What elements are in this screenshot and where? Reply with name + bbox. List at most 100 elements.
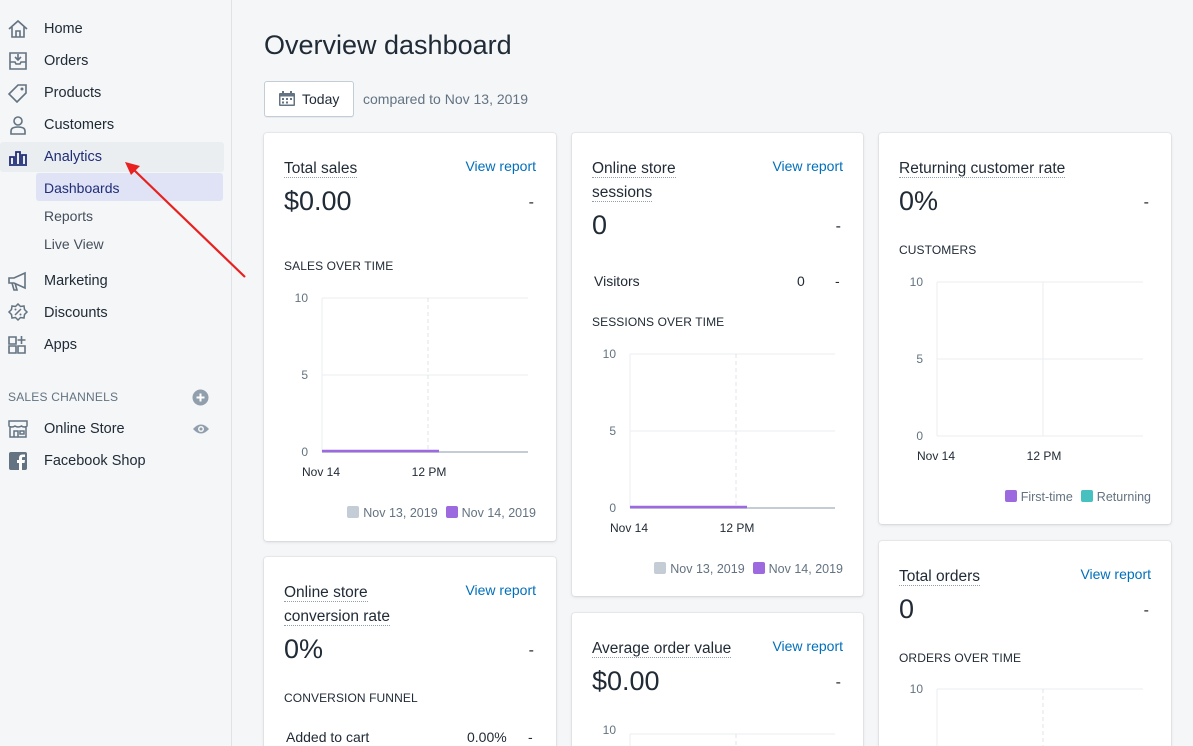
nav-products[interactable]: Products xyxy=(0,78,224,108)
customers-chart: 10 5 0 Nov 14 12 PM xyxy=(910,275,1143,463)
aov-change: - xyxy=(835,674,841,691)
x-tick-mid: 12 PM xyxy=(412,465,447,479)
sales-chart: 10 5 0 Nov 14 12 PM xyxy=(295,291,528,479)
sidebar: Home Orders Products Customers Analytics… xyxy=(0,0,232,746)
nav-apps-label: Apps xyxy=(44,337,78,353)
conversion-view-report[interactable]: View report xyxy=(465,582,536,598)
nav-reports-label: Reports xyxy=(44,208,94,224)
y-tick-10: 10 xyxy=(910,682,924,696)
sales-channels-heading: SALES CHANNELS xyxy=(8,390,119,404)
total-sales-value: $0.00 xyxy=(284,186,352,216)
nav-products-label: Products xyxy=(44,85,102,101)
nav-discounts-label: Discounts xyxy=(44,305,108,321)
add-channel-icon[interactable] xyxy=(192,389,209,406)
y-tick-10: 10 xyxy=(295,291,309,305)
visitors-value: 0 xyxy=(797,273,805,289)
calendar-icon xyxy=(279,91,295,106)
apps-icon xyxy=(8,336,26,354)
nav-online-store[interactable]: Online Store xyxy=(0,414,224,444)
aov-title: Average order value xyxy=(592,640,732,658)
sessions-change: - xyxy=(835,218,841,235)
analytics-icon xyxy=(9,151,27,166)
nav-customers[interactable]: Customers xyxy=(0,110,224,140)
nav-live-view[interactable]: Live View xyxy=(36,229,223,257)
nav-facebook-shop[interactable]: Facebook Shop xyxy=(0,446,224,476)
customers-label: CUSTOMERS xyxy=(899,243,977,257)
returning-value: 0% xyxy=(899,186,939,216)
aov-card: Average order value View report $0.00 - … xyxy=(572,613,863,746)
tag-icon xyxy=(7,84,27,103)
nav-apps[interactable]: Apps xyxy=(0,330,224,360)
megaphone-icon xyxy=(8,271,26,291)
conversion-rate-card: Online store conversion rate View report … xyxy=(264,557,556,746)
conversion-title: Online store conversion rate xyxy=(284,584,390,626)
x-tick-start: Nov 14 xyxy=(302,465,340,479)
nav-online-store-label: Online Store xyxy=(44,421,125,437)
sessions-chart: 10 5 0 Nov 14 12 PM xyxy=(603,347,835,535)
date-range-button[interactable]: Today xyxy=(264,81,354,117)
aov-chart: 10 xyxy=(603,723,835,746)
nav-analytics-label: Analytics xyxy=(44,149,103,165)
y-tick-10: 10 xyxy=(910,275,924,289)
returning-customer-card: Returning customer rate 0% - CUSTOMERS 1… xyxy=(879,133,1171,524)
nav-home-label: Home xyxy=(44,21,83,37)
nav-analytics[interactable]: Analytics xyxy=(0,142,224,172)
sales-over-time-label: SALES OVER TIME xyxy=(284,259,394,273)
page-title: Overview dashboard xyxy=(264,30,512,60)
orders-chart: 10 xyxy=(910,682,1143,746)
nav-home[interactable]: Home xyxy=(0,14,224,44)
returning-change: - xyxy=(1143,194,1149,211)
conversion-change: - xyxy=(528,642,534,659)
total-orders-change: - xyxy=(1143,602,1149,619)
sessions-card: Online store sessions View report 0 - Vis… xyxy=(572,133,863,596)
total-sales-view-report[interactable]: View report xyxy=(465,158,536,174)
sessions-view-report[interactable]: View report xyxy=(772,158,843,174)
conversion-value: 0% xyxy=(284,634,324,664)
legend-curr: Nov 14, 2019 xyxy=(752,562,843,576)
home-icon xyxy=(8,19,28,38)
total-orders-value: 0 xyxy=(899,594,915,624)
y-tick-10: 10 xyxy=(603,723,617,737)
y-tick-0: 0 xyxy=(916,429,923,443)
added-to-cart-change: - xyxy=(528,729,533,745)
visitors-label: Visitors xyxy=(594,273,640,289)
orders-over-time-label: ORDERS OVER TIME xyxy=(899,651,1022,665)
orders-icon xyxy=(9,52,27,70)
sales-legend: Nov 13, 2019 Nov 14, 2019 xyxy=(347,506,536,520)
added-to-cart-label: Added to cart xyxy=(286,729,370,745)
customer-icon xyxy=(10,116,26,135)
legend-returning: Returning xyxy=(1080,490,1151,504)
y-tick-0: 0 xyxy=(301,445,308,459)
nav-discounts[interactable]: Discounts xyxy=(0,298,224,328)
total-sales-change: - xyxy=(528,194,534,211)
nav-marketing[interactable]: Marketing xyxy=(0,266,224,296)
legend-prev: Nov 13, 2019 xyxy=(654,562,745,576)
nav-dashboards[interactable]: Dashboards xyxy=(36,173,223,201)
discount-icon xyxy=(7,303,29,322)
aov-value: $0.00 xyxy=(592,666,660,696)
nav-orders[interactable]: Orders xyxy=(0,46,224,76)
sessions-over-time-label: SESSIONS OVER TIME xyxy=(592,315,725,329)
y-tick-5: 5 xyxy=(609,424,616,438)
nav-orders-label: Orders xyxy=(44,53,89,69)
y-tick-0: 0 xyxy=(609,501,616,515)
x-tick-mid: 12 PM xyxy=(720,521,755,535)
x-tick-start: Nov 14 xyxy=(917,449,955,463)
aov-view-report[interactable]: View report xyxy=(772,638,843,654)
added-to-cart-value: 0.00% xyxy=(467,729,507,745)
eye-icon[interactable] xyxy=(192,421,210,437)
conversion-funnel-label: CONVERSION FUNNEL xyxy=(284,691,418,705)
compare-text: compared to Nov 13, 2019 xyxy=(363,91,528,107)
nav-facebook-shop-label: Facebook Shop xyxy=(44,453,146,469)
legend-prev: Nov 13, 2019 xyxy=(347,506,438,520)
date-range-label: Today xyxy=(302,91,340,107)
nav-reports[interactable]: Reports xyxy=(36,201,223,229)
legend-first-time: First-time xyxy=(1004,490,1073,504)
added-to-cart-row: Added to cart 0.00% - xyxy=(286,729,536,745)
nav-marketing-label: Marketing xyxy=(44,273,108,289)
facebook-icon xyxy=(9,452,27,470)
sessions-title: Online store sessions xyxy=(592,160,676,202)
total-orders-view-report[interactable]: View report xyxy=(1080,566,1151,582)
visitors-change: - xyxy=(835,273,840,289)
total-sales-card: Total sales View report $0.00 - SALES OV… xyxy=(264,133,556,541)
